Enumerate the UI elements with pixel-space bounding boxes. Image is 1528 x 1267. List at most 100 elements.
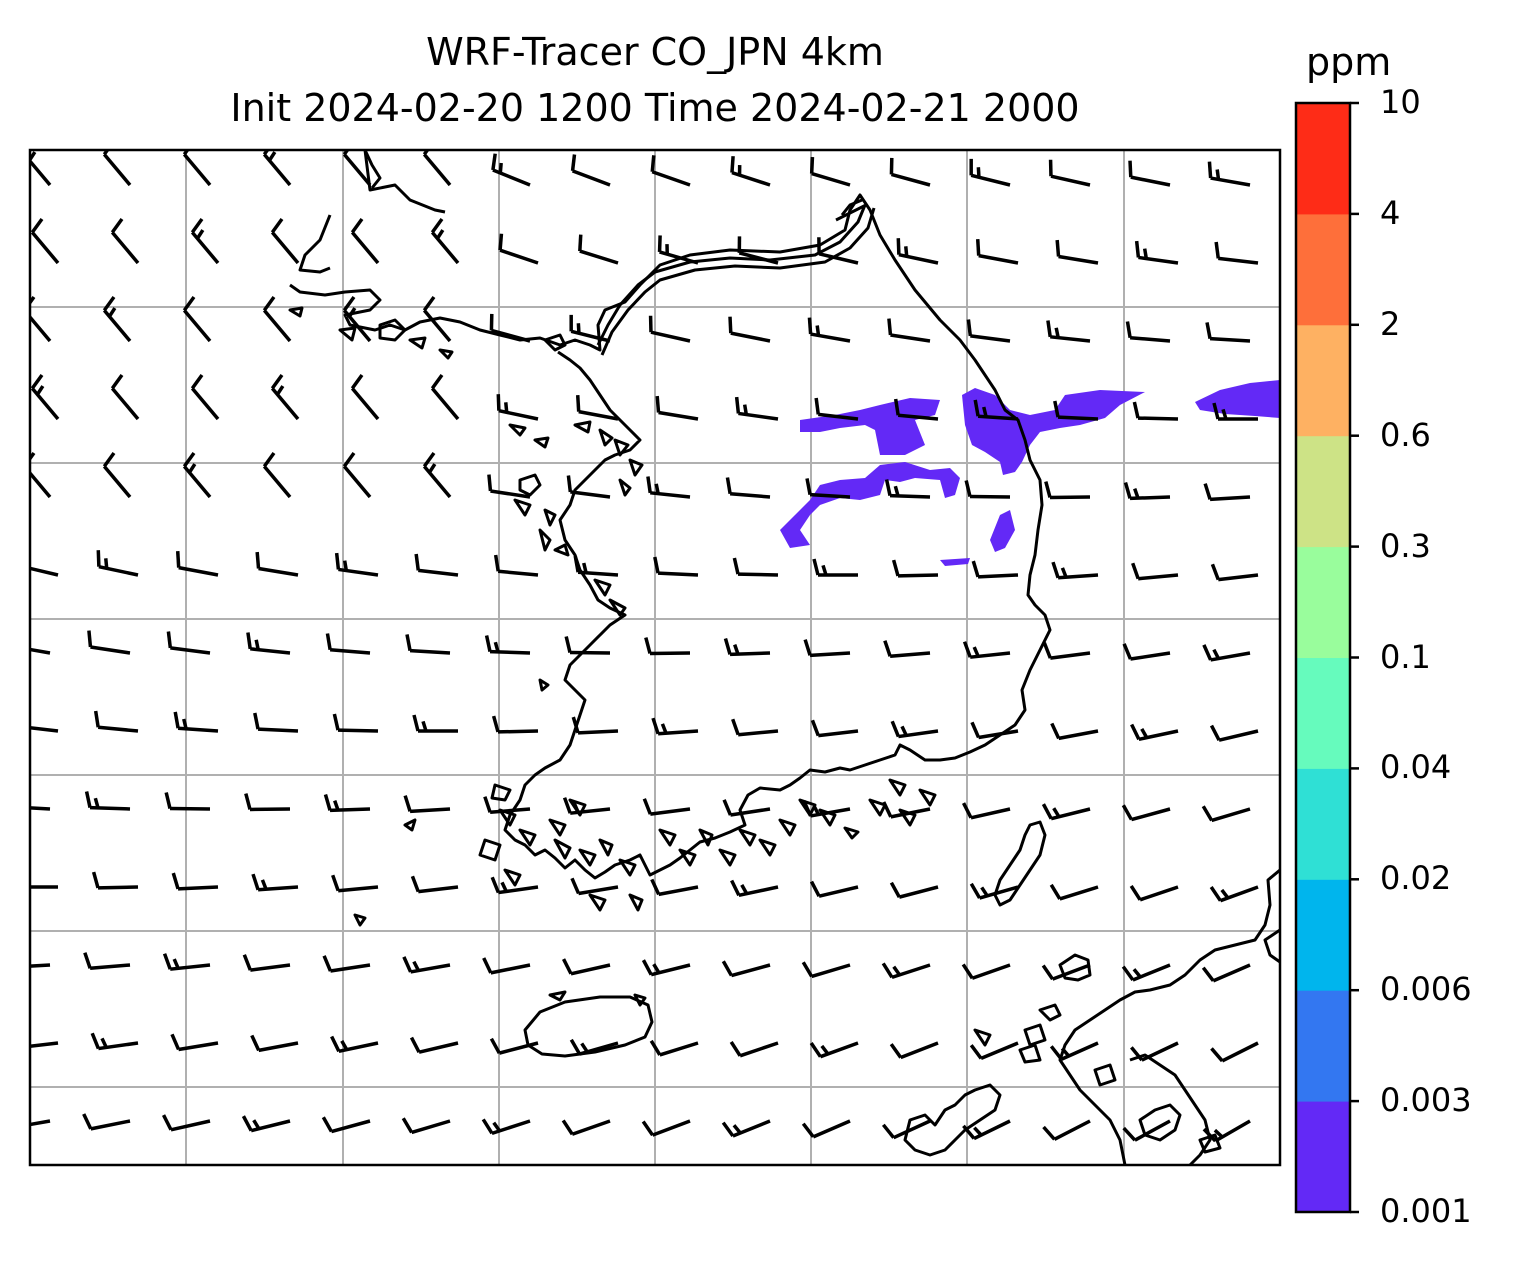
wind-barb-staff xyxy=(490,963,531,975)
wind-barb-staff xyxy=(178,565,219,577)
wind-barb-staff xyxy=(258,566,299,577)
wind-barb-feather xyxy=(262,295,276,312)
wind-barb-feather xyxy=(881,1123,896,1139)
wind-barb-staff xyxy=(810,332,851,343)
wind-barb-staff xyxy=(658,410,699,421)
wind-barb-feather xyxy=(570,877,581,895)
wind-barb-feather xyxy=(646,476,652,494)
wind-barb-feather xyxy=(1051,561,1060,579)
wind-barb-staff xyxy=(978,729,1019,740)
wind-barb-feather xyxy=(350,217,364,234)
wind-barbs xyxy=(12,150,1259,1143)
wind-barb-feather xyxy=(170,1033,181,1051)
wind-barb-staff xyxy=(430,231,460,265)
wind-barb-feather xyxy=(890,720,901,738)
wind-barb-feather xyxy=(1210,1047,1224,1063)
wind-barb-feather xyxy=(654,483,660,494)
wind-barb-feather xyxy=(1125,321,1132,339)
wind-barb-feather xyxy=(322,955,333,972)
wind-barb-feather xyxy=(504,402,509,413)
wind-barb-feather xyxy=(1130,723,1141,741)
wind-barb-feather xyxy=(340,1040,349,1051)
wind-barb-feather xyxy=(881,962,894,979)
wind-barb-feather xyxy=(821,564,828,576)
wind-barb-staff xyxy=(170,646,211,655)
wind-barb-feather xyxy=(969,1044,983,1060)
wind-barb-feather xyxy=(641,1120,655,1137)
wind-barb-feather xyxy=(267,151,277,162)
wind-barb-feather xyxy=(252,1119,261,1130)
wind-barb-feather xyxy=(482,957,493,974)
wind-barb-staff xyxy=(1137,416,1179,421)
wind-barb-feather xyxy=(90,1032,101,1050)
wind-barb-staff xyxy=(250,647,291,655)
wind-barb-staff xyxy=(730,963,771,978)
wind-barb-feather xyxy=(801,1122,815,1138)
wind-barb-feather xyxy=(729,1040,742,1057)
wind-barb-staff xyxy=(738,729,779,737)
wind-barb-feather xyxy=(323,794,332,811)
wind-barb-staff xyxy=(737,572,779,577)
wind-barb-staff xyxy=(1053,1119,1091,1141)
wind-barb-feather xyxy=(807,317,813,335)
wind-barb-staff xyxy=(571,1119,611,1136)
wind-barb-feather xyxy=(16,710,18,726)
wind-barb-staff xyxy=(892,1119,931,1140)
wind-barb-feather xyxy=(721,1121,735,1138)
wind-barb-feather xyxy=(83,952,92,969)
wind-barb-staff xyxy=(971,963,1011,980)
wind-barb-staff xyxy=(650,330,691,343)
wind-barb-feather xyxy=(262,451,276,468)
wind-barb-staff xyxy=(811,963,851,979)
wind-barb-feather xyxy=(410,875,420,893)
wind-barb-staff xyxy=(818,729,859,738)
wind-barb-feather xyxy=(253,712,260,730)
wind-barb-feather xyxy=(30,295,36,306)
wind-barb-feather xyxy=(12,1032,18,1047)
wind-barb-staff xyxy=(411,1119,451,1135)
colorbar-segment xyxy=(1296,103,1350,215)
wind-barb-staff xyxy=(738,411,779,421)
co-tracer-plume xyxy=(780,380,1280,566)
wind-barb-staff xyxy=(739,1041,779,1058)
wind-barb-feather xyxy=(1042,642,1052,659)
colorbar-segment xyxy=(1296,879,1350,991)
wind-barb-feather xyxy=(976,167,981,178)
wind-barb-feather xyxy=(649,1039,662,1056)
wind-barb-staff xyxy=(489,649,531,655)
wind-barb-staff xyxy=(1212,963,1251,983)
wind-barb-feather xyxy=(1121,965,1135,982)
wind-barb-staff xyxy=(110,387,140,421)
wind-barb-feather xyxy=(493,641,500,653)
wind-barb-feather xyxy=(980,886,989,897)
wind-barb-staff xyxy=(190,387,220,421)
colorbar-tick-label: 0.003 xyxy=(1380,1081,1472,1120)
wind-barb-feather xyxy=(971,560,980,578)
wind-barb-staff xyxy=(90,645,131,655)
wind-barb-feather xyxy=(732,1124,742,1135)
wind-barb-feather xyxy=(427,463,437,474)
wind-barb-staff xyxy=(177,885,219,891)
wind-barb-feather xyxy=(734,396,741,414)
wind-barb-feather xyxy=(728,316,733,334)
wind-barb-feather xyxy=(84,791,92,808)
wind-barb-staff xyxy=(270,231,300,265)
wind-barb-feather xyxy=(561,1119,574,1136)
wind-barb-feather xyxy=(1140,728,1149,739)
wind-barb-staff xyxy=(890,172,931,187)
wind-barb-staff xyxy=(329,648,371,655)
colorbar-tick-label: 0.04 xyxy=(1380,748,1452,787)
wind-barb-staff xyxy=(337,728,379,733)
wind-barb-feather xyxy=(430,217,444,234)
wind-barb-feather xyxy=(904,246,909,257)
wind-barb-feather xyxy=(1129,884,1142,901)
wind-barb-feather xyxy=(1202,644,1213,661)
map-gridlines xyxy=(30,150,1280,1165)
wind-barb-feather xyxy=(964,480,972,497)
wind-barb-feather xyxy=(35,385,45,396)
wind-barb-feather xyxy=(1212,648,1221,660)
wind-barb-feather xyxy=(1205,322,1212,339)
wind-barb-feather xyxy=(973,399,980,417)
wind-barb-feather xyxy=(1046,320,1052,338)
